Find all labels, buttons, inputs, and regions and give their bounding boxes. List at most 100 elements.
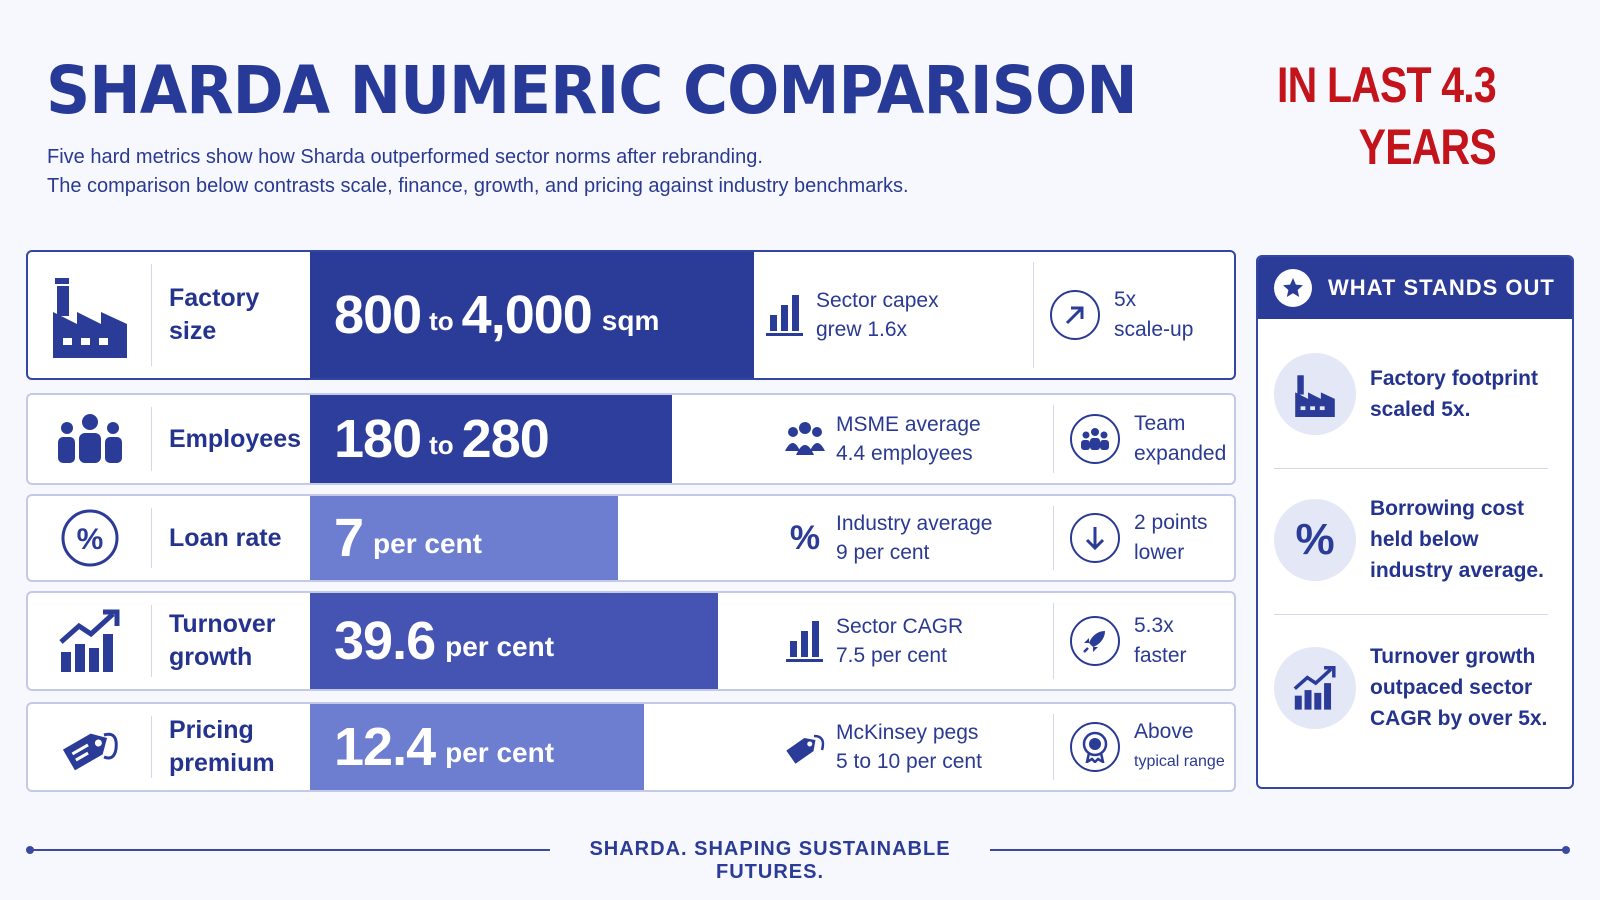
percent-circle-icon: % xyxy=(28,496,152,580)
metric-row-turnover-growth: Turnover growth 39.6 per cent Sector CAG… xyxy=(26,591,1236,691)
panel-item-line-3: industry average. xyxy=(1370,559,1544,582)
page-title: SHARDA NUMERIC COMPARISON xyxy=(46,52,1138,129)
group-icon xyxy=(774,421,836,457)
rocket-icon xyxy=(1070,616,1120,666)
metric-row-pricing-premium: Pricing premium 12.4 per cent McKinsey p… xyxy=(26,702,1236,792)
subtitle-line-1: Five hard metrics show how Sharda outper… xyxy=(47,146,763,168)
tag-icon xyxy=(774,728,836,766)
arrow-up-right-icon xyxy=(1050,290,1100,340)
result-line-1: Team xyxy=(1134,412,1186,435)
period-callout: IN LAST 4.3 YEARS xyxy=(1277,54,1497,178)
benchmark-line-1: Sector capex xyxy=(816,289,939,312)
benchmark-text: MSME average 4.4 employees xyxy=(836,410,981,468)
award-icon xyxy=(1070,722,1120,772)
svg-text:%: % xyxy=(77,523,104,556)
value-unit: per cent xyxy=(373,528,482,559)
benchmark-text: Industry average 9 per cent xyxy=(836,509,992,567)
benchmark-cell: Sector capex grew 1.6x xyxy=(754,252,1034,378)
benchmark-text: Sector CAGR 7.5 per cent xyxy=(836,612,963,670)
metric-row-loan-rate: % Loan rate 7 per cent % Industry averag… xyxy=(26,494,1236,582)
panel-item-turnover: Turnover growth outpaced sector CAGR by … xyxy=(1274,641,1558,734)
panel-divider xyxy=(1274,614,1548,615)
metric-label: Pricing premium xyxy=(152,704,310,790)
percent-icon: % xyxy=(789,518,821,557)
label-line-1: Pricing xyxy=(169,716,254,744)
result-line-2: scale-up xyxy=(1114,318,1194,341)
value-joiner: to xyxy=(429,305,454,336)
benchmark-text: Sector capex grew 1.6x xyxy=(816,286,939,344)
price-tag-icon xyxy=(28,704,152,790)
label-line-2: premium xyxy=(169,749,275,777)
footer-tagline: SHARDA. SHAPING SUSTAINABLE FUTURES. xyxy=(589,838,951,883)
benchmark-cell: MSME average 4.4 employees xyxy=(774,395,1054,483)
panel-item-line-1: Turnover growth xyxy=(1370,645,1536,668)
benchmark-line-1: MSME average xyxy=(836,413,981,436)
metric-value: 7 per cent xyxy=(310,496,618,580)
metric-value: 12.4 per cent xyxy=(310,704,644,790)
result-line-1: 5x xyxy=(1114,288,1137,311)
panel-header: WHAT STANDS OUT xyxy=(1258,257,1572,319)
benchmark-line-1: McKinsey pegs xyxy=(836,721,979,744)
metric-value: 39.6 per cent xyxy=(310,593,718,689)
result-line-1: Above xyxy=(1134,720,1194,743)
growth-chart-icon xyxy=(28,593,152,689)
page-subtitle: Five hard metrics show how Sharda outper… xyxy=(47,143,909,201)
metric-label: Turnover growth xyxy=(152,593,310,689)
panel-item-text: Turnover growth outpaced sector CAGR by … xyxy=(1370,641,1547,734)
factory-icon xyxy=(28,252,152,378)
people-icon xyxy=(28,395,152,483)
value-number: 7 xyxy=(334,508,364,568)
result-cell: Above typical range xyxy=(1054,704,1234,790)
benchmark-line-2: 9 per cent xyxy=(836,541,930,564)
result-line-2: lower xyxy=(1134,541,1185,564)
metric-label: Loan rate xyxy=(169,523,282,552)
panel-item-line-3: CAGR by over 5x. xyxy=(1370,707,1548,730)
panel-item-line-1: Factory footprint xyxy=(1370,367,1538,390)
benchmark-line-2: 5 to 10 per cent xyxy=(836,750,982,773)
arrow-down-icon xyxy=(1070,513,1120,563)
panel-item-text: Factory footprint scaled 5x. xyxy=(1370,363,1538,425)
value-from: 180 xyxy=(334,409,422,469)
label-line-2: growth xyxy=(169,643,253,671)
panel-title: WHAT STANDS OUT xyxy=(1328,275,1555,300)
value-to: 4,000 xyxy=(461,285,593,345)
result-cell: 5.3x faster xyxy=(1054,593,1234,689)
period-callout-line-2: YEARS xyxy=(1358,119,1497,175)
metric-row-employees: Employees 180 to 280 MSME average 4.4 em… xyxy=(26,393,1236,485)
panel-item-line-1: Borrowing cost xyxy=(1370,497,1525,520)
factory-icon xyxy=(1274,353,1356,435)
result-line-2: faster xyxy=(1134,644,1187,667)
bar-chart-icon xyxy=(774,619,836,663)
period-callout-line-1: IN LAST 4.3 xyxy=(1277,57,1497,113)
result-text: Team expanded xyxy=(1134,409,1226,469)
benchmark-line-2: grew 1.6x xyxy=(816,318,908,341)
result-text: 5.3x faster xyxy=(1134,611,1187,671)
team-icon xyxy=(1070,414,1120,464)
metric-label: Employees xyxy=(169,424,302,453)
star-icon xyxy=(1274,269,1312,307)
value-unit: sqm xyxy=(601,305,660,336)
panel-divider xyxy=(1274,468,1548,469)
benchmark-line-1: Industry average xyxy=(836,512,993,535)
value-number: 39.6 xyxy=(334,611,436,671)
what-stands-out-panel: WHAT STANDS OUT Factory footprint scaled… xyxy=(1256,255,1574,789)
percent-icon: % xyxy=(1274,498,1356,581)
benchmark-line-1: Sector CAGR xyxy=(836,615,964,638)
result-line-2: expanded xyxy=(1134,442,1227,465)
value-joiner: to xyxy=(429,429,454,460)
panel-item-line-2: scaled 5x. xyxy=(1370,398,1471,421)
result-cell: Team expanded xyxy=(1054,395,1234,483)
result-line-2: typical range xyxy=(1134,753,1225,770)
bar-chart-icon xyxy=(754,293,816,337)
metric-value: 800 to 4,000 sqm xyxy=(310,252,754,378)
result-cell: 2 points lower xyxy=(1054,496,1234,580)
metric-value: 180 to 280 xyxy=(310,395,672,483)
benchmark-cell: % Industry average 9 per cent xyxy=(774,496,1054,580)
panel-item-factory: Factory footprint scaled 5x. xyxy=(1274,353,1558,435)
value-to: 280 xyxy=(461,409,550,469)
value-from: 800 xyxy=(334,285,422,345)
value-number: 12.4 xyxy=(334,717,436,777)
label-line-1: Turnover xyxy=(169,610,276,638)
footer-rule-right xyxy=(990,849,1566,851)
